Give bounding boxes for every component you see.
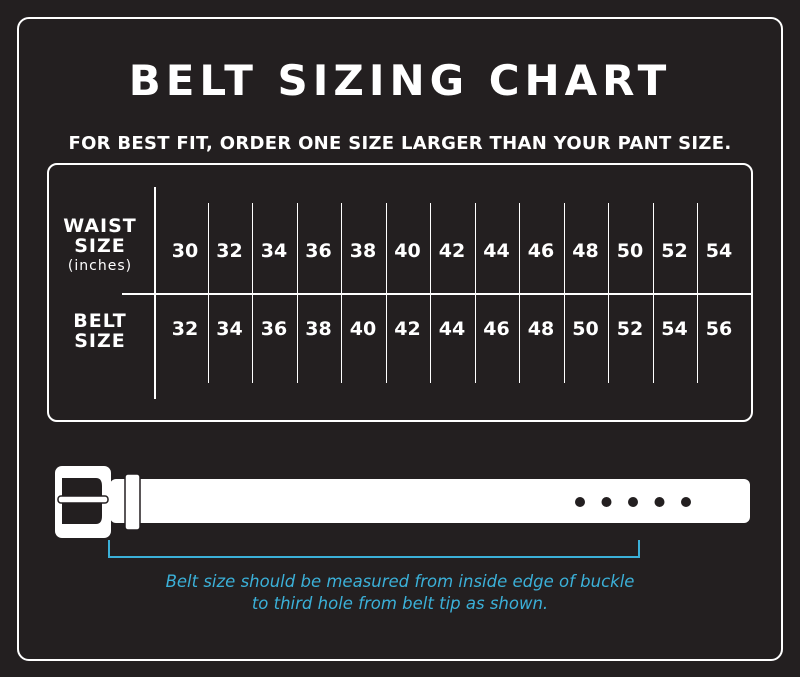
belt-hole [601,497,612,507]
column-separator [252,203,253,383]
belt-label-line2: SIZE [74,330,126,352]
outer-frame [17,17,783,661]
belt-size-cell: 44 [438,318,466,340]
waist-label-line2: SIZE [74,235,126,257]
column-separator [564,203,565,383]
belt-size-cell: 40 [349,318,377,340]
belt-size-cell: 50 [572,318,599,340]
table-divider-horizontal [122,293,752,295]
waist-label-unit: (inches) [67,258,133,274]
belt-hole [681,497,691,507]
waist-size-cell: 36 [305,240,332,262]
waist-size-cell: 32 [216,240,243,262]
waist-size-label: WAIST SIZE (inches) [45,216,155,276]
column-separator [653,203,654,383]
waist-size-cell: 38 [349,240,377,262]
measure-note-line2: to third hole from belt tip as shown. [251,594,549,613]
belt-hole [654,497,665,507]
waist-size-cell: 42 [438,240,466,262]
belt-label-line1: BELT [73,310,127,332]
column-separator [475,203,476,383]
belt-size-cell: 48 [527,318,555,340]
waist-label-line1: WAIST [63,215,137,237]
belt-icon [55,466,750,538]
belt-size-cell: 32 [171,318,199,340]
belt-size-label: BELT SIZE [45,311,155,351]
waist-size-cell: 46 [527,240,555,262]
buckle-prong [57,495,109,504]
belt-size-cell: 54 [661,318,688,340]
size-table [47,163,753,422]
belt-hole [628,497,638,507]
belt-size-cell: 52 [616,318,644,340]
waist-size-cell: 40 [394,240,421,262]
column-separator [430,203,431,383]
column-separator [386,203,387,383]
belt-size-cell: 38 [305,318,332,340]
waist-size-cell: 50 [616,240,644,262]
belt-size-cell: 42 [394,318,421,340]
belt-hole [575,497,585,507]
column-separator [519,203,520,383]
waist-size-cell: 34 [260,240,288,262]
belt-strap [110,479,750,523]
waist-size-cell: 30 [171,240,199,262]
waist-size-cell: 44 [483,240,510,262]
column-separator [341,203,342,383]
waist-size-cell: 52 [661,240,688,262]
column-separator [697,203,698,383]
belt-size-cell: 34 [216,318,243,340]
subtitle: FOR BEST FIT, ORDER ONE SIZE LARGER THAN… [68,133,732,154]
belt-size-cell: 56 [705,318,733,340]
waist-size-cell: 48 [572,240,599,262]
column-separator [208,203,209,383]
page-title: BELT SIZING CHART [128,56,672,105]
measure-note-line1: Belt size should be measured from inside… [165,572,635,591]
belt-size-cell: 36 [260,318,288,340]
waist-size-cell: 54 [705,240,733,262]
measurement-bracket [108,540,640,558]
belt-keeper [124,473,141,531]
column-separator [608,203,609,383]
column-separator [297,203,298,383]
belt-size-cell: 46 [483,318,510,340]
